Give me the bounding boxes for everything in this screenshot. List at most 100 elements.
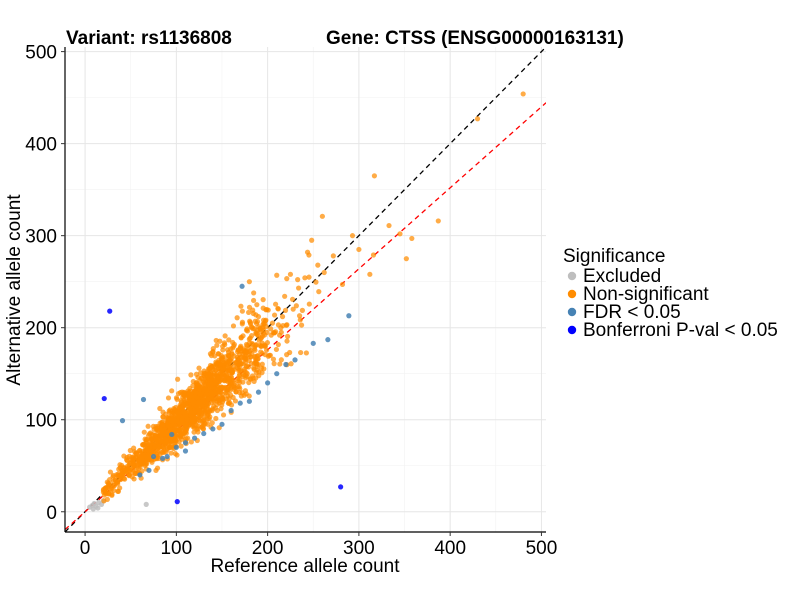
point-non-significant	[306, 274, 312, 280]
point-non-significant	[172, 425, 178, 432]
point-non-significant	[238, 303, 244, 309]
point-non-significant	[123, 469, 129, 475]
point-fdr-0-05	[246, 398, 252, 404]
point-fdr-0-05	[219, 421, 225, 427]
point-non-significant	[196, 365, 202, 371]
point-fdr-0-05	[325, 337, 331, 343]
point-non-significant	[284, 338, 290, 344]
point-fdr-0-05	[140, 396, 147, 403]
chart-title-variant: Variant: rs1136808	[66, 28, 232, 49]
x-tick-label: 200	[252, 538, 284, 559]
point-non-significant	[214, 342, 220, 348]
point-non-significant	[275, 322, 282, 328]
legend: Significance ExcludedNon-significantFDR …	[563, 246, 778, 341]
point-non-significant	[356, 246, 362, 253]
point-non-significant	[263, 307, 269, 313]
point-non-significant	[274, 272, 280, 278]
point-non-significant	[175, 413, 182, 419]
point-non-significant	[397, 231, 403, 237]
point-non-significant	[197, 391, 203, 397]
point-non-significant	[141, 429, 147, 435]
point-non-significant	[275, 305, 281, 312]
point-non-significant	[225, 378, 231, 385]
point-non-significant	[206, 409, 212, 415]
point-non-significant	[252, 318, 258, 324]
point-non-significant	[223, 372, 230, 378]
point-non-significant	[116, 473, 122, 479]
point-non-significant	[306, 252, 312, 258]
point-non-significant	[250, 326, 256, 332]
point-non-significant	[175, 376, 181, 382]
point-non-significant	[236, 357, 242, 364]
point-non-significant	[204, 402, 210, 409]
point-fdr-0-05	[310, 340, 316, 346]
point-non-significant	[268, 326, 274, 332]
point-non-significant	[182, 421, 188, 428]
point-non-significant	[255, 314, 262, 320]
axes	[64, 47, 546, 533]
point-non-significant	[242, 372, 248, 379]
point-non-significant	[169, 388, 175, 394]
point-non-significant	[230, 339, 236, 346]
point-non-significant	[258, 349, 264, 355]
reference-line-identity	[65, 47, 546, 532]
point-non-significant	[115, 481, 121, 487]
point-non-significant	[153, 436, 160, 442]
point-non-significant	[129, 474, 135, 480]
point-non-significant	[199, 423, 205, 429]
point-non-significant	[280, 322, 286, 329]
point-non-significant	[179, 417, 185, 423]
point-fdr-0-05	[182, 440, 189, 446]
point-non-significant	[240, 333, 246, 339]
point-non-significant	[194, 395, 200, 401]
point-non-significant	[191, 417, 197, 423]
point-non-significant	[293, 303, 299, 309]
point-non-significant	[290, 306, 296, 312]
point-non-significant	[171, 406, 178, 413]
legend-key	[567, 325, 577, 335]
point-non-significant	[225, 393, 231, 399]
point-non-significant	[266, 352, 272, 358]
data-points	[87, 91, 526, 512]
point-bonferroni-p-val-0-05	[107, 308, 113, 314]
y-tick-label: 400	[25, 135, 57, 156]
point-non-significant	[247, 335, 253, 341]
point-non-significant	[386, 222, 392, 229]
point-non-significant	[183, 427, 189, 433]
point-non-significant	[140, 448, 146, 454]
point-non-significant	[117, 485, 123, 491]
point-non-significant	[217, 338, 223, 344]
point-non-significant	[163, 431, 169, 437]
point-non-significant	[250, 297, 257, 304]
point-non-significant	[240, 361, 246, 367]
point-non-significant	[277, 361, 283, 367]
point-non-significant	[210, 349, 216, 355]
point-non-significant	[180, 401, 186, 407]
point-non-significant	[184, 416, 190, 423]
x-tick-label: 100	[160, 538, 192, 559]
point-non-significant	[254, 331, 260, 338]
legend-key	[567, 271, 577, 281]
point-non-significant	[287, 349, 293, 356]
point-non-significant	[239, 308, 245, 314]
point-non-significant	[154, 465, 161, 471]
point-non-significant	[192, 408, 198, 414]
point-non-significant	[174, 452, 180, 458]
point-non-significant	[188, 411, 194, 417]
point-non-significant	[289, 296, 296, 302]
point-non-significant	[229, 377, 235, 383]
point-non-significant	[159, 419, 165, 425]
point-non-significant	[271, 361, 277, 367]
point-non-significant	[367, 271, 373, 277]
point-non-significant	[287, 271, 294, 277]
point-non-significant	[271, 312, 278, 318]
point-fdr-0-05	[237, 400, 243, 406]
legend-label: FDR < 0.05	[583, 302, 681, 323]
point-non-significant	[174, 396, 180, 402]
point-non-significant	[246, 357, 252, 364]
point-fdr-0-05	[265, 380, 271, 386]
x-axis-title: Reference allele count	[210, 556, 400, 577]
x-tick-label: 400	[434, 538, 466, 559]
point-non-significant	[226, 358, 232, 364]
point-non-significant	[205, 396, 212, 402]
